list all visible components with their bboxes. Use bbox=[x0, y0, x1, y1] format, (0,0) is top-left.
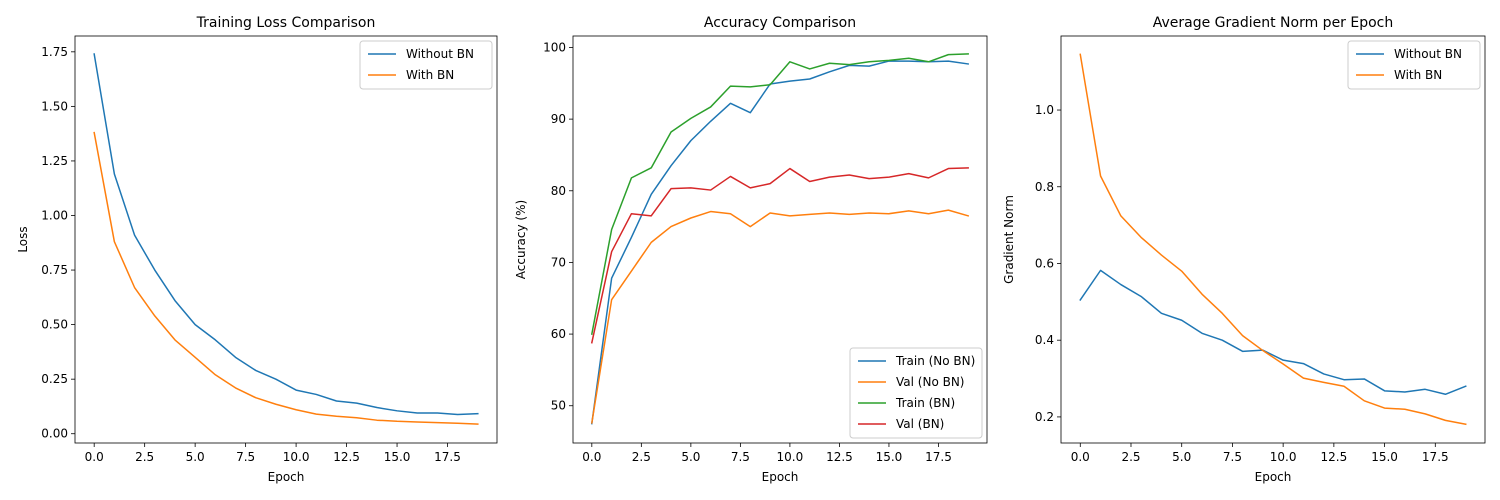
x-tick-label: 10.0 bbox=[777, 450, 804, 464]
x-tick-label: 10.0 bbox=[283, 450, 310, 464]
y-tick-label: 1.50 bbox=[41, 99, 68, 113]
x-tick-label: 15.0 bbox=[384, 450, 411, 464]
chart-3: 0.0 2.5 5.0 7.5 10.0 12.5 15.0 17.5 0.2 0.4 0.6 0.8… bbox=[1002, 15, 1486, 484]
series-line-3 bbox=[590, 53, 969, 335]
legend-box bbox=[359, 40, 493, 90]
legend-label: Train (BN) bbox=[895, 396, 955, 410]
series-line-1 bbox=[93, 53, 479, 416]
series-line-4 bbox=[590, 167, 969, 344]
x-tick-label: 7.5 bbox=[1223, 450, 1242, 464]
x-tick-label: 17.5 bbox=[925, 450, 952, 464]
legend-label: Val (No BN) bbox=[896, 375, 964, 389]
chart-2: 0.0 2.5 5.0 7.5 10.0 12.5 15.0 17.5 50 60 70 80 90 10… bbox=[514, 15, 988, 484]
x-tick-label: 7.5 bbox=[731, 450, 750, 464]
legend-box bbox=[1347, 40, 1481, 90]
x-axis-label: Epoch bbox=[762, 470, 799, 484]
y-tick-label: 0.6 bbox=[1035, 256, 1054, 270]
y-axis-label: Gradient Norm bbox=[1002, 195, 1016, 284]
x-tick-label: 15.0 bbox=[1371, 450, 1398, 464]
legend-box bbox=[849, 347, 983, 439]
legend-label: Train (No BN) bbox=[895, 354, 975, 368]
y-tick-label: 0.00 bbox=[41, 427, 68, 441]
legend-label: With BN bbox=[1394, 68, 1442, 82]
x-tick-label: 10.0 bbox=[1270, 450, 1297, 464]
chart-title: Average Gradient Norm per Epoch bbox=[1153, 15, 1394, 31]
series-line-2 bbox=[1079, 53, 1467, 426]
legend: Without BN With BN bbox=[359, 40, 493, 90]
chart-1: 0.0 2.5 5.0 7.5 10.0 12.5 15.0 17.5 0.00 0.25 0.50… bbox=[16, 15, 498, 484]
chart-title: Accuracy Comparison bbox=[704, 15, 856, 31]
legend-label: Val (BN) bbox=[896, 417, 944, 431]
legend-label: Without BN bbox=[1394, 47, 1462, 61]
x-tick-label: 17.5 bbox=[1422, 450, 1449, 464]
y-tick-label: 0.50 bbox=[41, 318, 68, 332]
y-tick-label: 0.4 bbox=[1035, 333, 1054, 347]
series-line-2 bbox=[93, 131, 479, 425]
series-line-1 bbox=[590, 60, 970, 425]
x-tick-label: 7.5 bbox=[236, 450, 255, 464]
x-tick-label: 15.0 bbox=[876, 450, 903, 464]
y-axis-label: Accuracy (%) bbox=[514, 200, 528, 279]
y-tick-label: 0.75 bbox=[41, 263, 68, 277]
legend-label: With BN bbox=[406, 68, 454, 82]
y-tick-label: 0.2 bbox=[1035, 410, 1054, 424]
chart-title: Training Loss Comparison bbox=[196, 15, 376, 31]
series-line-1 bbox=[1079, 269, 1467, 396]
x-tick-label: 17.5 bbox=[434, 450, 461, 464]
x-axis-label: Epoch bbox=[268, 470, 305, 484]
y-tick-label: 80 bbox=[551, 184, 566, 198]
x-tick-label: 5.0 bbox=[1172, 450, 1191, 464]
axes-frame bbox=[1060, 35, 1486, 444]
x-tick-label: 5.0 bbox=[681, 450, 700, 464]
x-tick-label: 0.0 bbox=[85, 450, 104, 464]
y-tick-label: 1.0 bbox=[1035, 103, 1054, 117]
y-axis-label: Loss bbox=[16, 226, 30, 252]
x-tick-label: 12.5 bbox=[826, 450, 853, 464]
legend-label: Without BN bbox=[406, 47, 474, 61]
axes-frame bbox=[572, 35, 988, 444]
y-tick-label: 1.75 bbox=[41, 45, 68, 59]
y-tick-label: 60 bbox=[551, 327, 566, 341]
axes-frame bbox=[74, 35, 498, 444]
y-tick-label: 100 bbox=[543, 40, 566, 54]
y-tick-label: 90 bbox=[551, 112, 566, 126]
x-tick-label: 2.5 bbox=[135, 450, 154, 464]
y-tick-label: 0.25 bbox=[41, 372, 68, 386]
x-tick-label: 5.0 bbox=[186, 450, 205, 464]
x-tick-label: 0.0 bbox=[582, 450, 601, 464]
y-tick-label: 1.00 bbox=[41, 208, 68, 222]
x-tick-label: 12.5 bbox=[1321, 450, 1348, 464]
x-tick-label: 12.5 bbox=[333, 450, 360, 464]
x-tick-label: 2.5 bbox=[1121, 450, 1140, 464]
y-tick-label: 50 bbox=[551, 399, 566, 413]
legend: Without BN With BN bbox=[1347, 40, 1481, 90]
series-line-2 bbox=[590, 209, 970, 424]
x-tick-label: 2.5 bbox=[632, 450, 651, 464]
x-axis-label: Epoch bbox=[1255, 470, 1292, 484]
x-tick-label: 0.0 bbox=[1071, 450, 1090, 464]
y-tick-label: 0.8 bbox=[1035, 180, 1054, 194]
y-tick-label: 70 bbox=[551, 255, 566, 269]
legend: Train (No BN) Val (No BN) Train (BN) Val (B… bbox=[849, 347, 983, 439]
y-tick-label: 1.25 bbox=[41, 154, 68, 168]
